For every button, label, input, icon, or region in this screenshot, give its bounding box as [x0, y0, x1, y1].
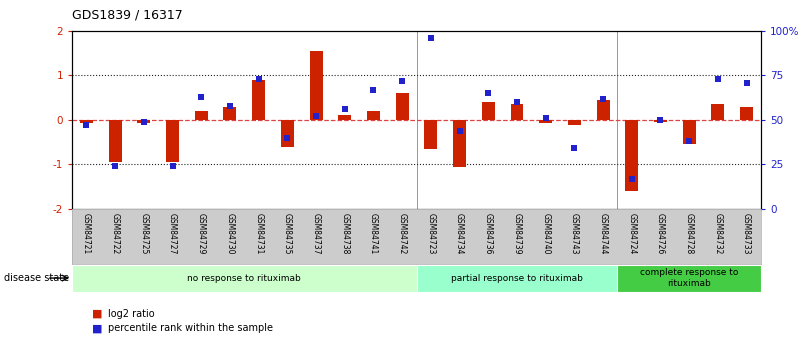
Bar: [80, 120, 93, 124]
Bar: [166, 120, 179, 162]
Text: GSM84742: GSM84742: [397, 213, 407, 255]
Bar: [223, 107, 236, 120]
Text: complete response to
rituximab: complete response to rituximab: [640, 268, 739, 288]
Bar: [417, 265, 618, 292]
Bar: [568, 120, 581, 125]
Text: partial response to rituximab: partial response to rituximab: [451, 274, 583, 283]
Bar: [367, 111, 380, 120]
Bar: [654, 120, 667, 122]
Bar: [682, 120, 695, 144]
Text: GSM84727: GSM84727: [168, 213, 177, 255]
Bar: [396, 93, 409, 120]
Text: GSM84728: GSM84728: [685, 213, 694, 254]
Text: GSM84725: GSM84725: [139, 213, 148, 255]
Bar: [425, 120, 437, 149]
Text: GSM84724: GSM84724: [627, 213, 636, 255]
Text: GSM84736: GSM84736: [484, 213, 493, 255]
Bar: [72, 265, 417, 292]
Bar: [740, 107, 753, 120]
Text: GDS1839 / 16317: GDS1839 / 16317: [72, 9, 183, 22]
Bar: [482, 102, 495, 120]
Text: GSM84744: GSM84744: [598, 213, 608, 255]
Bar: [539, 120, 552, 124]
Text: GSM84721: GSM84721: [82, 213, 91, 254]
Bar: [109, 120, 122, 162]
Text: GSM84733: GSM84733: [742, 213, 751, 255]
Text: no response to rituximab: no response to rituximab: [187, 274, 301, 283]
Text: GSM84739: GSM84739: [513, 213, 521, 255]
Text: GSM84732: GSM84732: [714, 213, 723, 255]
Text: GSM84738: GSM84738: [340, 213, 349, 255]
Bar: [338, 116, 351, 120]
Bar: [281, 120, 294, 147]
Text: GSM84740: GSM84740: [541, 213, 550, 255]
Text: log2 ratio: log2 ratio: [108, 309, 155, 319]
Text: GSM84734: GSM84734: [455, 213, 464, 255]
Text: ■: ■: [92, 309, 103, 319]
Bar: [597, 100, 610, 120]
Text: ■: ■: [92, 324, 103, 333]
Bar: [618, 265, 761, 292]
Bar: [711, 104, 724, 120]
Bar: [252, 80, 265, 120]
Text: GSM84722: GSM84722: [111, 213, 119, 254]
Text: GSM84741: GSM84741: [369, 213, 378, 255]
Text: percentile rank within the sample: percentile rank within the sample: [108, 324, 273, 333]
Bar: [626, 120, 638, 191]
Text: GSM84729: GSM84729: [197, 213, 206, 255]
Bar: [453, 120, 466, 167]
Text: GSM84743: GSM84743: [570, 213, 579, 255]
Text: GSM84731: GSM84731: [254, 213, 264, 255]
Text: GSM84730: GSM84730: [225, 213, 235, 255]
Text: GSM84737: GSM84737: [312, 213, 320, 255]
Text: GSM84735: GSM84735: [283, 213, 292, 255]
Bar: [510, 104, 523, 120]
Bar: [138, 120, 151, 123]
Bar: [310, 51, 323, 120]
Text: GSM84723: GSM84723: [426, 213, 436, 255]
Text: disease state: disease state: [4, 273, 69, 283]
Text: GSM84726: GSM84726: [656, 213, 665, 255]
Bar: [195, 111, 207, 120]
